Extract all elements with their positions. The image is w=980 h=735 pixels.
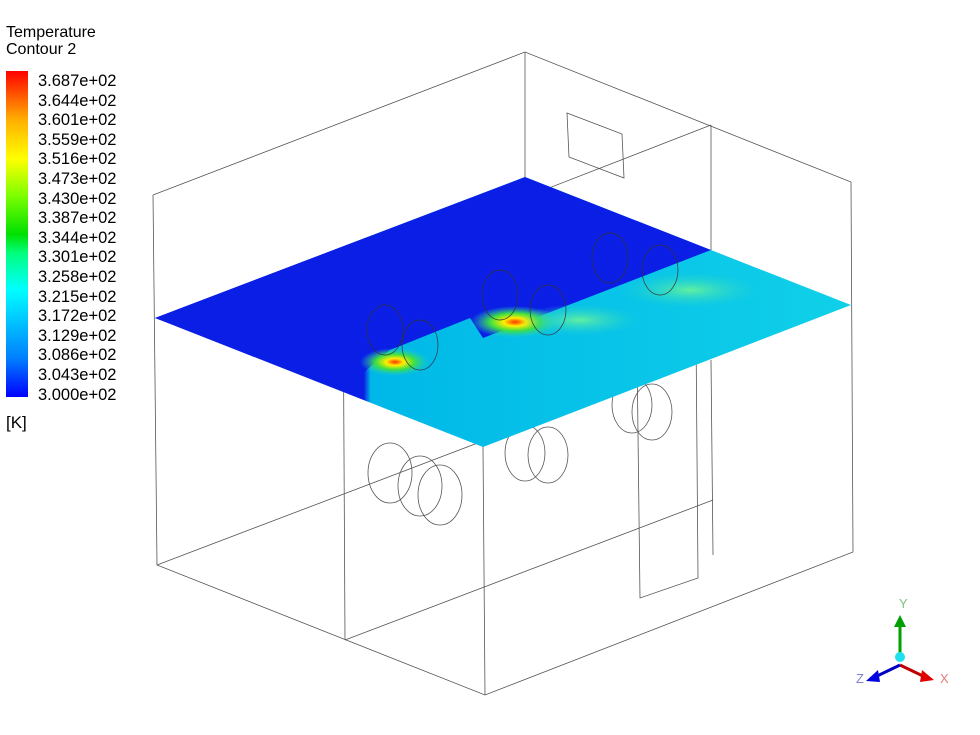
colorbar-tick-label: 3.430e+02 [38,189,117,208]
colorbar [6,71,28,397]
colorbar-tick-label: 3.000e+02 [38,385,117,404]
legend-units: [K] [6,413,27,432]
y-axis-arrow-icon [894,615,906,627]
colorbar-tick-label: 3.258e+02 [38,268,117,286]
colorbar-tick-label: 3.644e+02 [38,91,117,110]
colorbar-tick-label: 3.516e+02 [38,150,117,169]
y-axis-label: Y [899,596,908,611]
colorbar-tick-label: 3.559e+02 [38,130,117,149]
domain-wireframe [152,51,854,696]
colorbar-tick-label: 3.687e+02 [38,72,117,90]
x-axis-arrow-icon [920,670,934,682]
colorbar-tick-label: 3.601e+02 [38,111,117,130]
axes-triad[interactable]: Y X Z [856,596,949,686]
inlet-outlines-top [366,232,679,371]
colorbar-tick-label: 3.215e+02 [38,287,117,306]
origin-icon [895,652,905,662]
z-axis-arrow-icon [866,670,880,682]
colorbar-tick-label: 3.301e+02 [38,248,117,267]
colorbar-tick-label: 3.387e+02 [38,209,117,228]
legend-variable: Temperature [6,24,96,41]
z-axis-label: Z [856,671,864,686]
legend-contour-name: Contour 2 [6,41,77,58]
contour-plane-cold-zone [155,177,711,388]
colorbar-tick-label: 3.473e+02 [38,170,117,188]
legend-title: Temperature Contour 2 [6,24,96,58]
x-axis-label: X [940,671,949,686]
colorbar-tick-label: 3.086e+02 [38,346,117,365]
colorbar-tick-label: 3.129e+02 [38,326,117,345]
colorbar-tick-label: 3.344e+02 [38,228,117,247]
colorbar-tick-label: 3.043e+02 [38,366,117,384]
colorbar-tick-label: 3.172e+02 [38,307,117,326]
